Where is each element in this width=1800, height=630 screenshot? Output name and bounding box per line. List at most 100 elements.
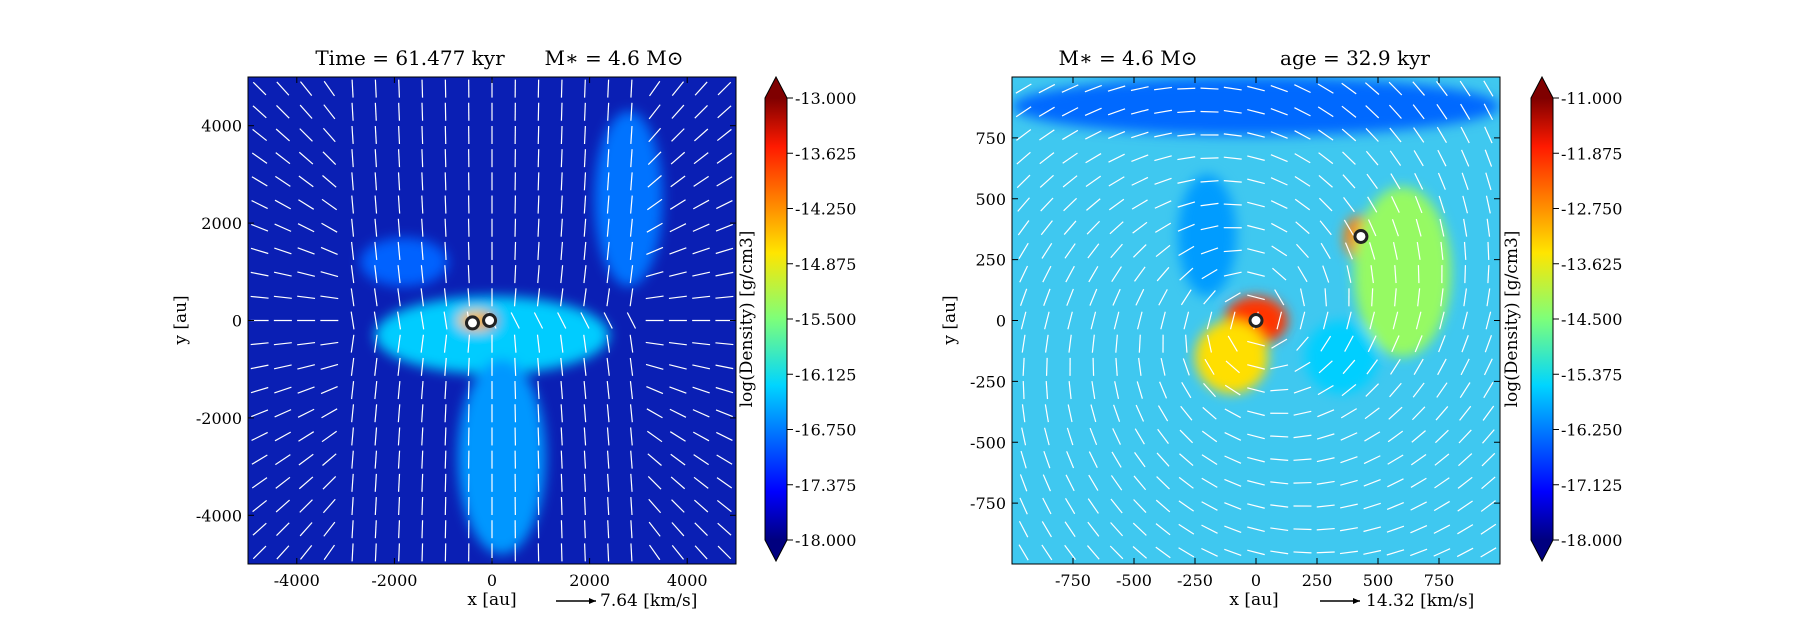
right-velocity-arrow <box>1107 108 1126 116</box>
left-velocity-arrow <box>273 295 292 299</box>
left-velocity-arrow <box>298 175 314 188</box>
left-velocity-arrow <box>583 125 586 144</box>
right-velocity-arrow <box>1134 451 1146 468</box>
left-velocity-arrow <box>398 102 401 121</box>
right-velocity-arrow <box>1200 180 1219 183</box>
right-velocity-arrow <box>1130 86 1149 92</box>
right-velocity-arrow <box>1247 410 1265 417</box>
right-velocity-arrow <box>1317 409 1335 418</box>
right-velocity-arrow <box>1318 197 1333 212</box>
right-velocity-arrow <box>1387 430 1404 443</box>
left-velocity-arrow <box>444 427 447 446</box>
left-panel: Time = 61.477 kyr M∗ = 4.6 M⊙ -4000 -2000… <box>171 46 856 611</box>
right-velocity-arrow <box>1411 406 1426 421</box>
right-velocity-arrow <box>1247 456 1265 463</box>
right-velocity-arrow <box>1270 504 1289 508</box>
right-velocity-arrow <box>1272 267 1287 281</box>
left-velocity-arrow <box>669 431 686 442</box>
right-velocity-arrow <box>1043 450 1051 469</box>
right-velocity-arrow <box>1224 455 1242 464</box>
right-velocity-arrow <box>1138 334 1141 353</box>
right-velocity-arrow <box>1389 127 1402 143</box>
right-velocity-arrow <box>1109 545 1124 560</box>
left-velocity-arrow <box>374 381 378 400</box>
left-velocity-arrow <box>250 342 269 346</box>
left-velocity-arrow <box>583 241 587 260</box>
right-velocity-arrow <box>1486 288 1491 307</box>
right-velocity-arrow <box>1200 87 1219 90</box>
left-title-mass: M∗ = 4.6 M⊙ <box>545 46 684 70</box>
left-velocity-arrow <box>374 241 378 260</box>
left-velocity-arrow <box>374 149 377 168</box>
left-velocity-arrow <box>351 497 354 516</box>
left-velocity-arrow <box>320 271 339 278</box>
right-velocity-arrow <box>1247 549 1265 556</box>
right-velocity-arrow <box>1270 388 1289 392</box>
right-velocity-arrow <box>1270 131 1288 139</box>
left-velocity-arrow <box>374 450 378 469</box>
left-velocity-arrow <box>251 223 269 232</box>
right-colorbar-label: log(Density) [g/cm3] <box>1502 231 1522 408</box>
right-velocity-arrow <box>1364 431 1381 442</box>
left-velocity-arrow <box>692 342 711 346</box>
left-velocity-arrow <box>397 334 401 353</box>
left-velocity-arrow <box>629 404 633 423</box>
right-velocity-arrow <box>1481 452 1496 467</box>
right-velocity-arrow <box>1342 151 1356 165</box>
right-x-axis: -750 -500 -250 0 250 500 750 <box>1055 77 1454 590</box>
left-velocity-arrow <box>716 477 733 489</box>
left-velocity-arrow <box>323 544 335 561</box>
left-velocity-arrow <box>299 499 313 513</box>
right-velocity-arrow <box>1224 478 1242 487</box>
right-velocity-arrow <box>1157 428 1169 445</box>
left-velocity-arrow <box>583 450 587 469</box>
left-velocity-arrow <box>251 409 269 418</box>
right-y-axis: -750 -500 -250 0 250 500 750 <box>970 129 1500 513</box>
right-velocity-arrow <box>1274 289 1285 306</box>
left-velocity-arrow <box>606 172 610 191</box>
right-velocity-arrow <box>1247 224 1265 231</box>
right-velocity-arrow <box>1340 456 1358 464</box>
right-velocity-arrow <box>1086 198 1101 211</box>
left-velocity-arrow <box>298 453 314 466</box>
left-velocity-arrow <box>274 431 292 442</box>
right-velocity-arrow <box>1410 477 1427 488</box>
right-velocity-arrow <box>1224 525 1242 533</box>
right-velocity-arrow <box>1294 198 1311 211</box>
right-velocity-arrow <box>1363 455 1381 465</box>
right-velocity-arrow <box>1437 358 1447 376</box>
left-velocity-arrow <box>420 381 424 400</box>
left-velocity-arrow <box>374 195 378 214</box>
left-velocity-arrow <box>715 247 734 255</box>
left-velocity-arrow <box>671 128 685 142</box>
left-velocity-arrow <box>629 334 634 353</box>
left-velocity-arrow <box>274 386 292 394</box>
left-sink-particles <box>464 313 498 331</box>
right-velocity-arrow <box>1087 243 1100 259</box>
left-ytick-label: -2000 <box>196 409 242 428</box>
right-velocity-arrow <box>1366 359 1378 375</box>
right-velocity-arrow <box>1016 151 1031 165</box>
right-xlabel: x [au] <box>1229 590 1278 610</box>
left-velocity-arrow <box>560 195 563 214</box>
left-velocity-arrow <box>648 521 661 537</box>
left-velocity-arrow <box>606 241 610 260</box>
left-velocity-arrow <box>630 102 633 121</box>
right-velocity-arrow <box>1436 126 1448 144</box>
left-velocity-arrow <box>276 522 290 536</box>
right-velocity-arrow <box>1460 126 1470 144</box>
right-velocity-arrow <box>1270 364 1289 370</box>
right-velocity-arrow <box>1437 149 1447 167</box>
left-velocity-arrow <box>647 175 662 188</box>
left-velocity-arrow <box>421 102 424 121</box>
right-velocity-arrow <box>1416 241 1421 260</box>
right-velocity-arrow <box>1270 550 1289 555</box>
left-velocity-arrow <box>350 311 355 330</box>
right-velocity-arrow <box>1293 434 1312 439</box>
right-velocity-arrow <box>1183 311 1190 330</box>
right-velocity-arrow <box>1201 430 1218 443</box>
right-velocity-arrow <box>1223 109 1242 114</box>
right-velocity-arrow <box>1154 155 1172 162</box>
right-velocity-arrow <box>1293 528 1312 531</box>
right-velocity-arrow <box>1294 153 1311 164</box>
